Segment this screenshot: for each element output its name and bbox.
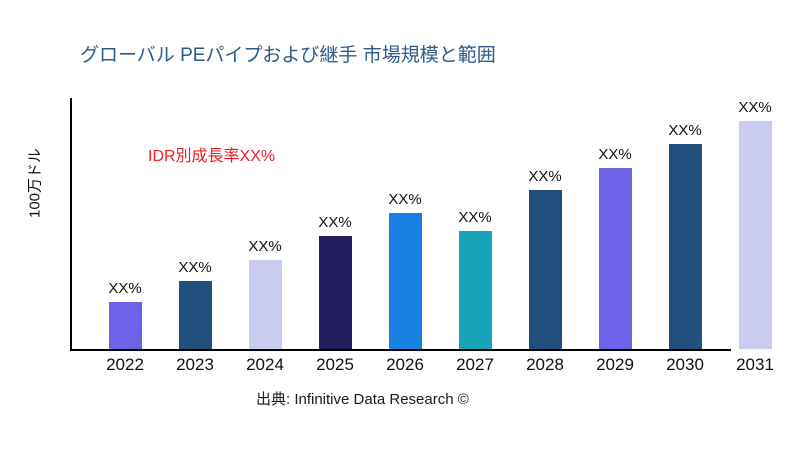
- bar-2030: [668, 144, 702, 349]
- x-tick-2025: 2025: [316, 355, 354, 374]
- x-tick-2030: 2030: [666, 355, 704, 374]
- growth-rate-annotation: IDR別成長率XX%: [148, 148, 276, 165]
- x-tick-2029: 2029: [596, 355, 634, 374]
- y-axis-label: 100万ドル: [26, 147, 44, 219]
- x-tick-2022: 2022: [106, 355, 144, 374]
- bar-value-label-2024: XX%: [248, 238, 282, 255]
- bar-value-label-2029: XX%: [598, 146, 632, 163]
- bar-2024: [248, 260, 282, 349]
- y-axis: [70, 98, 72, 351]
- bar-value-label-2023: XX%: [178, 259, 212, 276]
- bar-value-label-2026: XX%: [388, 191, 422, 208]
- bar-2031: [738, 121, 772, 349]
- chart-title: グローバル PEパイプおよび継手 市場規模と範囲: [80, 45, 496, 66]
- x-tick-2028: 2028: [526, 355, 564, 374]
- x-tick-2023: 2023: [176, 355, 214, 374]
- bar-2025: [318, 236, 352, 349]
- bar-2023: [178, 281, 212, 349]
- x-axis: [70, 349, 731, 351]
- bar-value-label-2031: XX%: [738, 99, 772, 116]
- bar-2027: [458, 231, 492, 349]
- bar-value-label-2030: XX%: [668, 122, 702, 139]
- x-tick-2027: 2027: [456, 355, 494, 374]
- bar-value-label-2028: XX%: [528, 168, 562, 185]
- bar-2029: [598, 168, 632, 349]
- x-tick-2026: 2026: [386, 355, 424, 374]
- x-tick-2031: 2031: [736, 355, 774, 374]
- bar-2028: [528, 190, 562, 349]
- bar-value-label-2025: XX%: [318, 214, 352, 231]
- bar-value-label-2027: XX%: [458, 209, 492, 226]
- bar-plot: XX% XX% XX% XX% XX% XX% XX% XX% XX% XX%: [71, 98, 773, 349]
- bar-2026: [388, 213, 422, 349]
- source-caption: 出典: Infinitive Data Research ©: [256, 391, 469, 408]
- x-tick-2024: 2024: [246, 355, 284, 374]
- bar-2022: [108, 302, 142, 349]
- bar-value-label-2022: XX%: [108, 280, 142, 297]
